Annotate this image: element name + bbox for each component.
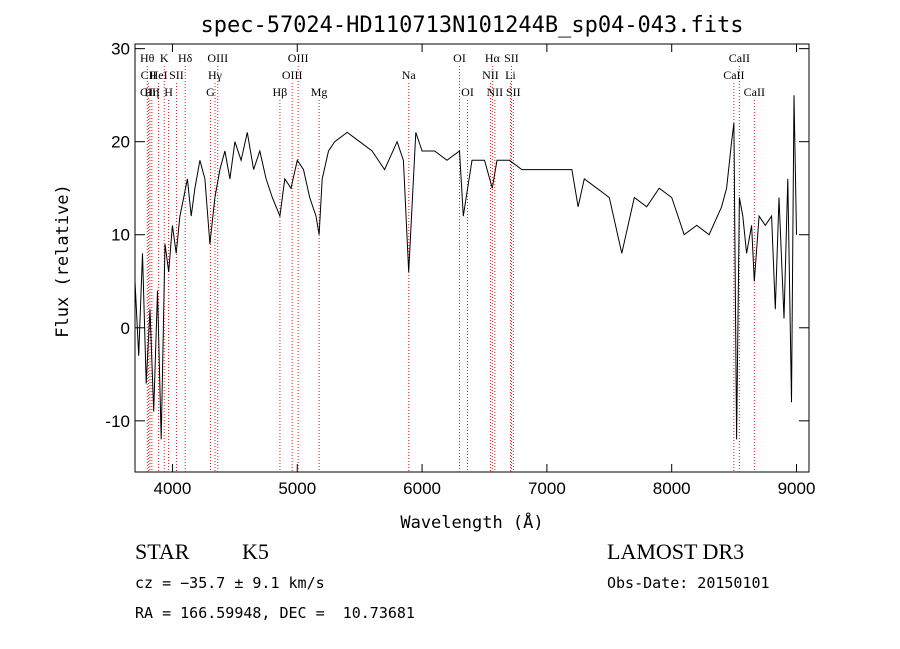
- spectral-line-label: OI: [461, 85, 474, 99]
- redshift-value: cz = −35.7 ± 9.1 km/s: [135, 574, 325, 592]
- spectral-line-label: SII: [506, 85, 521, 99]
- spectral-line-label: SII: [169, 68, 184, 82]
- spectral-line-label: NII: [482, 68, 499, 82]
- y-tick-label: -10: [105, 412, 130, 431]
- spectral-line-label: Hη: [144, 85, 159, 99]
- chart-title: spec-57024-HD110713N101244B_sp04-043.fit…: [200, 13, 743, 38]
- spectral-line-label: OIII: [282, 68, 303, 82]
- y-axis: -10 0 10 20 30: [105, 40, 809, 431]
- spectral-line-label: CaII: [744, 85, 765, 99]
- spectral-line-markers: [146, 66, 755, 472]
- spectral-line-label: HeI: [150, 68, 168, 82]
- spectral-line-label: Hδ: [178, 51, 193, 65]
- spectral-line-label: Na: [402, 68, 417, 82]
- spectral-line-label: CaII: [729, 51, 750, 65]
- x-tick-label: 4000: [154, 479, 192, 498]
- y-tick-label: 20: [111, 133, 130, 152]
- spectral-line-label: H: [164, 85, 173, 99]
- spectral-line-label: OIII: [288, 51, 309, 65]
- spectral-line-label: CII: [141, 68, 157, 82]
- x-tick-label: 6000: [403, 479, 441, 498]
- spectral-line-label: CaII: [723, 68, 744, 82]
- spectral-line-label: Hα: [485, 51, 501, 65]
- coordinates: RA = 166.59948, DEC = 10.73681: [135, 604, 415, 622]
- spectral-line-label: SII: [504, 51, 519, 65]
- x-tick-label: 5000: [278, 479, 316, 498]
- x-axis: 4000 5000 6000 7000 8000 9000: [154, 44, 816, 498]
- spectral-line-label: G: [206, 85, 215, 99]
- object-class: STAR: [135, 539, 190, 564]
- spectral-line-label: Li: [505, 68, 516, 82]
- object-subclass: K5: [242, 539, 269, 564]
- y-tick-label: 10: [111, 226, 130, 245]
- x-axis-label: Wavelength (Å): [400, 511, 543, 533]
- spectral-line-label: Hθ: [140, 51, 155, 65]
- y-tick-label: 0: [121, 319, 130, 338]
- y-axis-label: Flux (relative): [53, 184, 73, 338]
- spectral-line-label: Hβ: [273, 85, 288, 99]
- x-tick-label: 9000: [778, 479, 816, 498]
- spectral-line-label: Mg: [311, 85, 328, 99]
- spectral-line-label: OI: [453, 51, 466, 65]
- spectral-line-label: NII: [487, 85, 504, 99]
- x-tick-label: 7000: [528, 479, 566, 498]
- spectral-line-label: CIII: [140, 85, 160, 99]
- survey-name: LAMOST DR3: [607, 539, 745, 564]
- plot-frame: [134, 43, 810, 473]
- spectrum-series-line: [134, 95, 797, 440]
- spectral-line-label: OIII: [207, 51, 228, 65]
- y-tick-label: 30: [111, 40, 130, 59]
- spectral-line-label: K: [160, 51, 169, 65]
- observation-date: Obs-Date: 20150101: [607, 574, 770, 592]
- spectral-line-label: Hγ: [208, 68, 223, 82]
- x-tick-label: 8000: [653, 479, 691, 498]
